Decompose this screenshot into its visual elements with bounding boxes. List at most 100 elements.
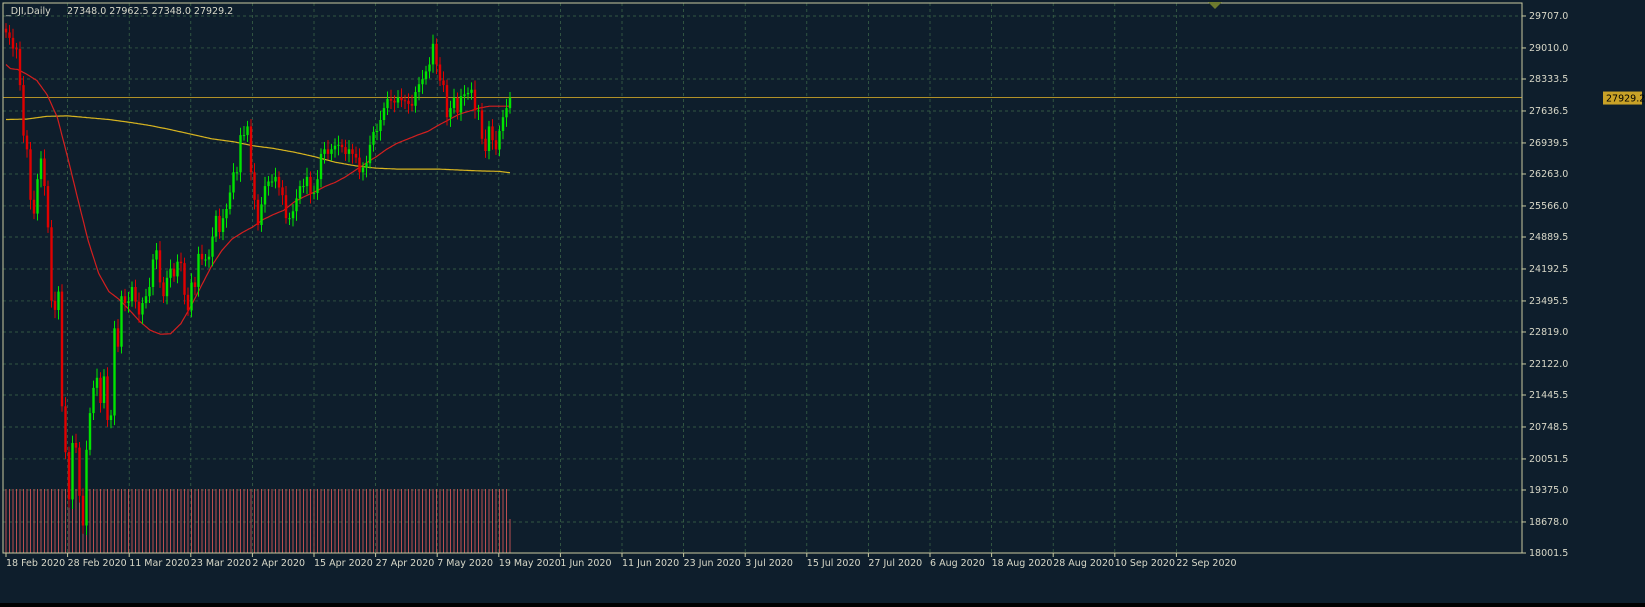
symbol-label: _DJI,Daily	[5, 6, 51, 17]
bear-candle	[60, 291, 64, 407]
bull-candle	[204, 259, 207, 261]
bull-candle	[260, 204, 263, 225]
x-tick-label: 3 Jul 2020	[745, 558, 793, 569]
bull-candle	[459, 96, 463, 113]
bear-candle	[123, 296, 127, 304]
bear-candle	[473, 89, 477, 111]
bull-candle	[190, 282, 193, 311]
y-tick-label: 22819.0	[1529, 327, 1568, 338]
bear-candle	[491, 126, 494, 141]
bull-candle	[372, 131, 375, 145]
y-tick-label: 19375.0	[1529, 485, 1568, 496]
bull-candle	[141, 303, 144, 315]
bull-candle	[102, 376, 106, 403]
x-tick-label: 11 Jun 2020	[622, 558, 679, 569]
bear-candle	[456, 98, 459, 113]
bear-candle	[410, 103, 414, 106]
bull-candle	[305, 176, 309, 187]
bear-candle	[256, 199, 260, 225]
bull-candle	[169, 268, 172, 278]
x-tick-label: 11 Mar 2020	[129, 558, 189, 569]
x-tick-label: 7 May 2020	[437, 558, 493, 569]
bull-candle	[379, 120, 382, 131]
moving-average-slow-line	[6, 115, 511, 174]
bull-candle	[57, 291, 60, 310]
bear-candle	[179, 261, 183, 264]
bull-candle	[120, 296, 123, 347]
x-tick-label: 23 Mar 2020	[191, 558, 251, 569]
bear-candle	[43, 158, 46, 186]
x-tick-label: 27 Jul 2020	[868, 558, 922, 569]
bull-candle	[396, 97, 400, 103]
bear-candle	[106, 376, 109, 420]
bull-candle	[235, 172, 239, 174]
bull-candle	[333, 145, 337, 150]
bear-candle	[172, 268, 176, 277]
bull-candle	[463, 94, 466, 97]
bull-candle	[151, 259, 155, 287]
bull-candle	[176, 261, 179, 277]
bear-candle	[134, 287, 137, 302]
bear-candle	[400, 97, 403, 101]
bear-candle	[29, 149, 32, 200]
bull-candle	[221, 218, 225, 232]
bull-candle	[109, 415, 113, 420]
bear-candle	[64, 406, 67, 453]
bull-candle	[466, 92, 470, 95]
bear-candle	[358, 157, 361, 173]
y-tick-label: 25566.0	[1529, 201, 1568, 212]
plot-frame	[2, 2, 1523, 554]
bear-candle	[99, 377, 102, 403]
x-tick-label: 18 Feb 2020	[6, 558, 65, 569]
bull-candle	[386, 98, 389, 109]
bear-candle	[354, 153, 358, 158]
y-tick-label: 21445.5	[1529, 390, 1568, 401]
bear-candle	[67, 452, 71, 500]
bull-candle	[263, 186, 267, 205]
x-tick-label: 15 Jul 2020	[807, 558, 861, 569]
bear-candle	[32, 199, 36, 214]
bear-candle	[326, 149, 330, 154]
bear-candle	[50, 227, 53, 301]
bull-candle	[228, 192, 232, 209]
bear-candle	[480, 110, 484, 139]
bull-candle	[470, 89, 473, 93]
bear-candle	[442, 80, 445, 86]
bull-candle	[368, 144, 372, 164]
bull-candle	[242, 135, 246, 137]
x-tick-label: 28 Aug 2020	[1053, 558, 1114, 569]
y-tick-label: 26263.0	[1529, 169, 1568, 180]
bear-candle	[4, 28, 8, 33]
bull-candle	[95, 377, 99, 388]
bear-candle	[253, 172, 256, 200]
bear-candle	[200, 253, 204, 260]
bull-candle	[288, 218, 291, 220]
bull-candle	[267, 181, 270, 187]
bear-candle	[277, 176, 281, 188]
bull-candle	[197, 253, 200, 287]
bull-candle	[487, 126, 491, 151]
bull-candle	[239, 135, 242, 173]
y-tick-label: 20051.5	[1529, 454, 1568, 465]
bear-candle	[53, 300, 57, 310]
y-tick-label: 27636.5	[1529, 106, 1568, 117]
bull-candle	[452, 98, 456, 109]
y-tick-label: 26939.5	[1529, 138, 1568, 149]
bull-candle	[270, 181, 274, 183]
bear-candle	[78, 447, 81, 496]
bear-candle	[162, 282, 165, 297]
x-tick-label: 23 Jun 2020	[684, 558, 741, 569]
bull-candle	[295, 198, 298, 212]
bear-candle	[393, 100, 396, 103]
bull-candle	[302, 186, 305, 188]
shift-marker-icon[interactable]	[1208, 2, 1222, 9]
y-tick-label: 24192.5	[1529, 264, 1568, 275]
bull-candle	[424, 71, 428, 80]
x-tick-label: 10 Sep 2020	[1115, 558, 1175, 569]
bull-candle	[85, 449, 88, 526]
price-tag-box	[1603, 91, 1642, 105]
bull-candle	[148, 287, 151, 297]
